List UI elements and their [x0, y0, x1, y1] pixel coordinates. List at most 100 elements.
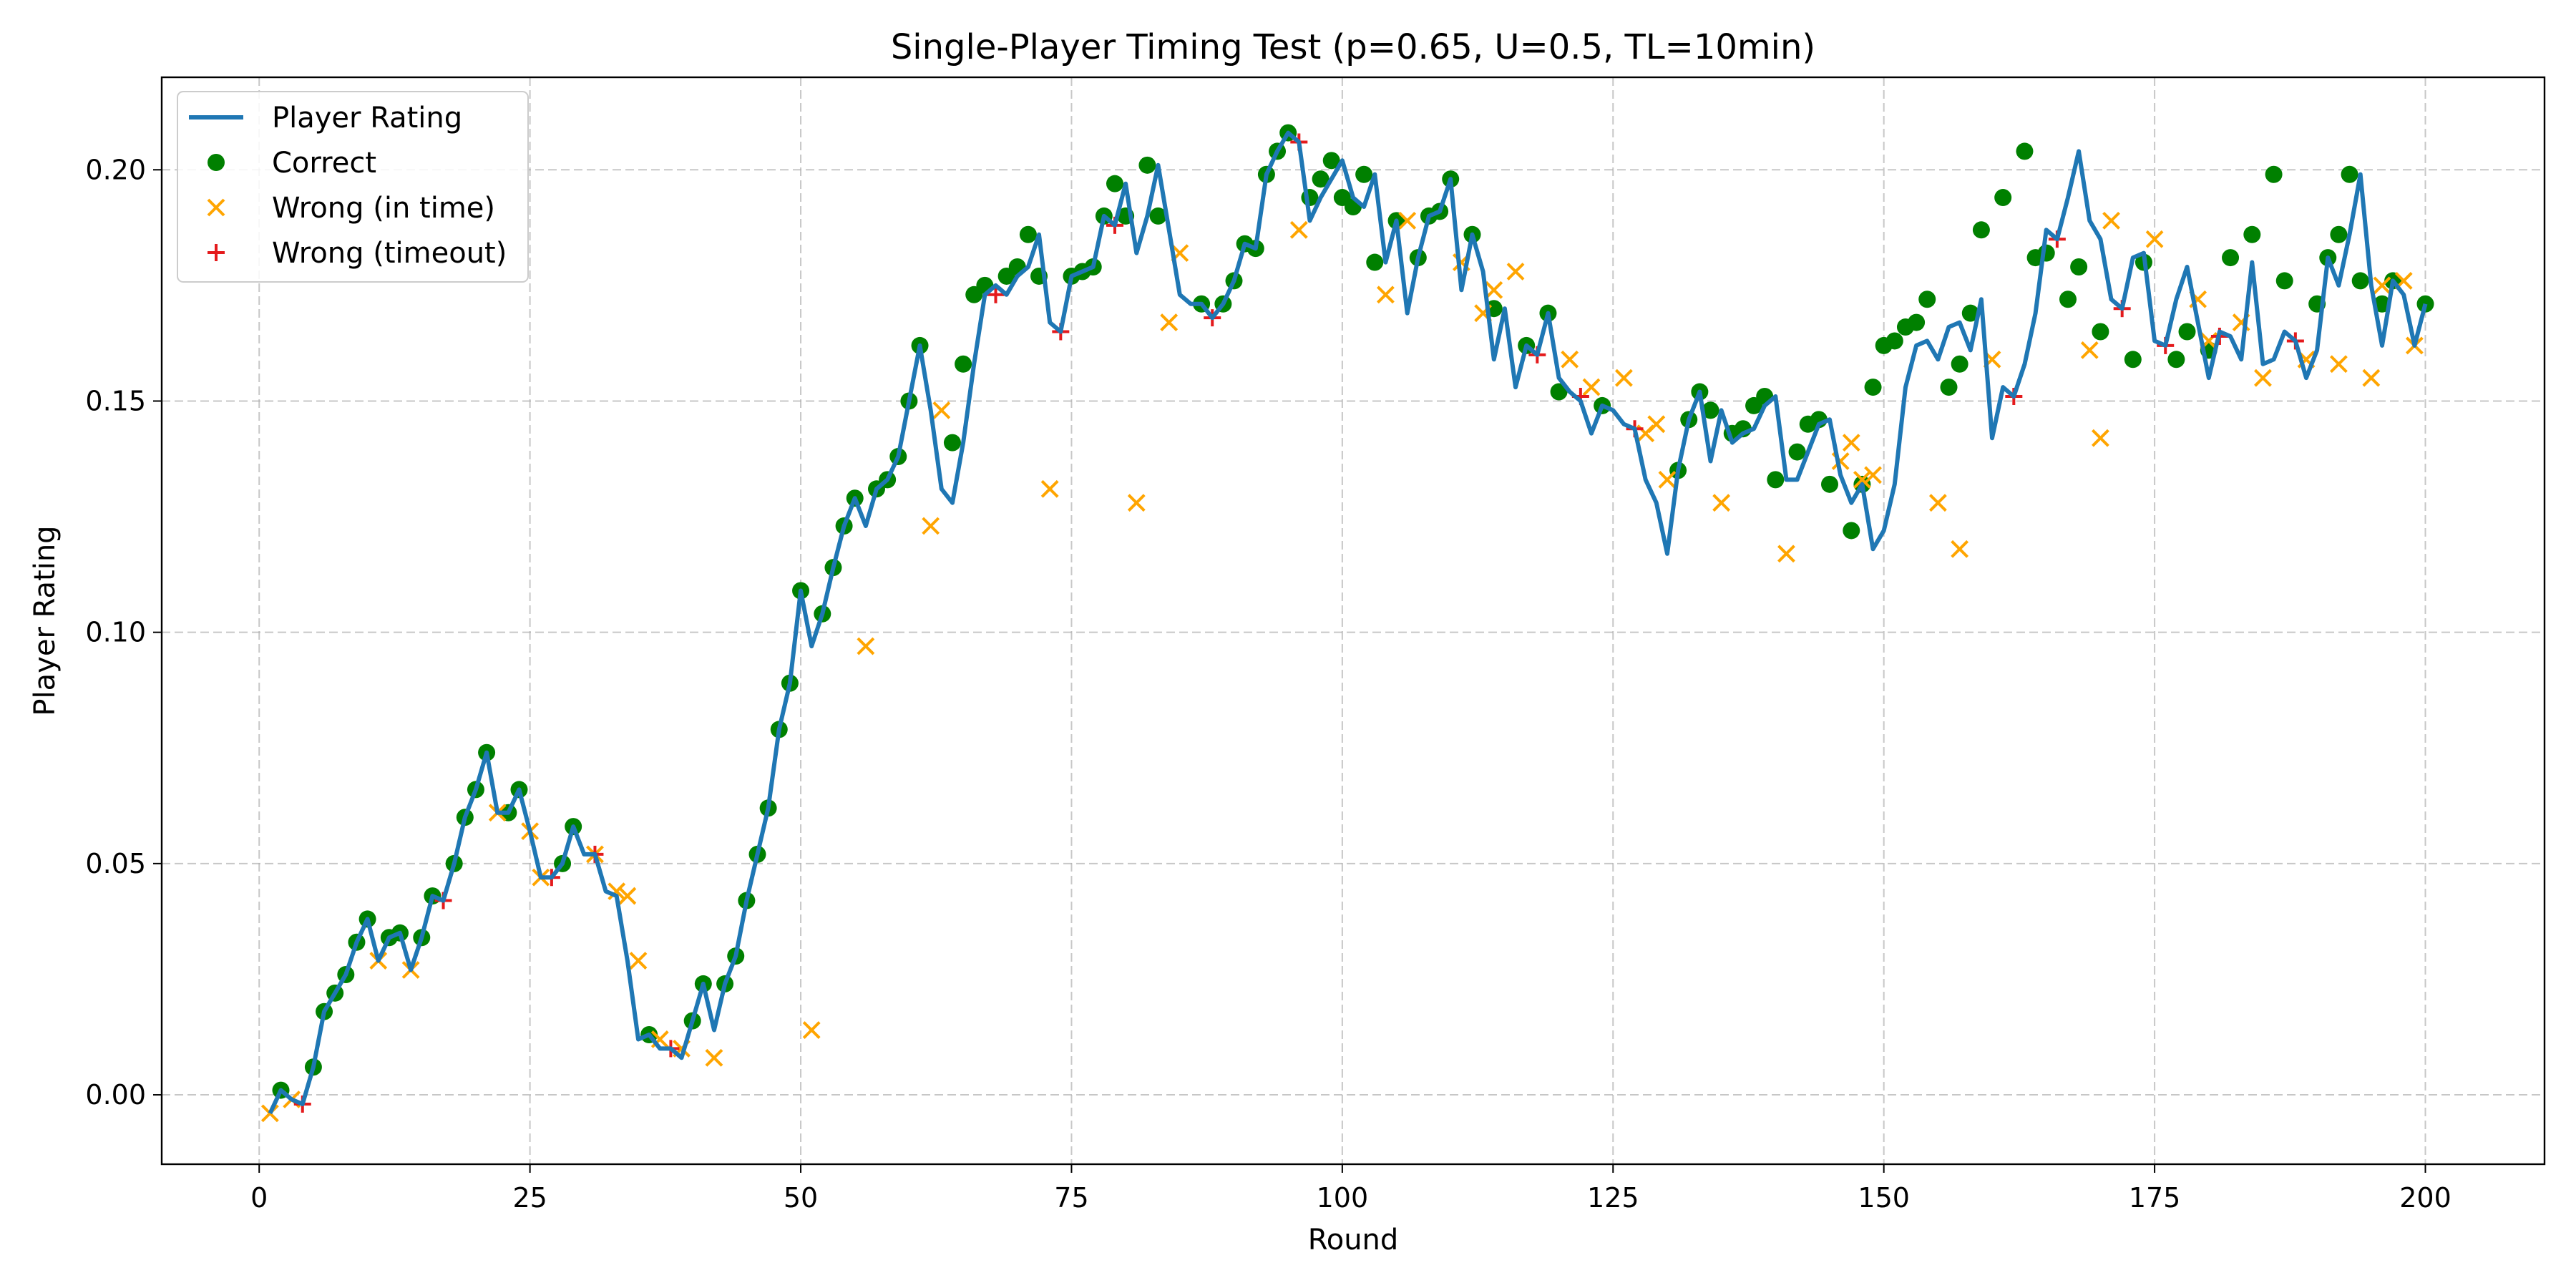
data-point	[1777, 545, 1795, 563]
legend-label: Player Rating	[272, 102, 462, 135]
data-point	[1127, 494, 1146, 512]
data-point	[1972, 221, 1990, 239]
legend-label: Correct	[272, 147, 376, 180]
grid	[162, 77, 2545, 1164]
x-tick-label: 200	[2399, 1182, 2451, 1214]
y-tick-label: 0.05	[85, 848, 146, 879]
plot-frame	[160, 76, 2546, 1166]
x-tick-label: 50	[784, 1182, 818, 1214]
legend-marker	[208, 154, 225, 171]
data-point	[802, 1021, 821, 1039]
data-point	[2222, 249, 2240, 267]
data-point	[1322, 152, 1340, 170]
legend-marker	[207, 198, 225, 217]
data-point	[2329, 355, 2348, 374]
data-point	[1658, 470, 1677, 489]
data-point	[2092, 323, 2109, 341]
data-point	[1614, 369, 1633, 387]
data-point	[1908, 313, 1926, 331]
data-point	[1940, 379, 1958, 396]
data-point	[1821, 475, 1838, 493]
data-point	[943, 434, 961, 452]
data-point	[2145, 230, 2164, 248]
data-point	[1842, 434, 1860, 452]
data-point	[608, 882, 626, 901]
legend-label: Wrong (in time)	[272, 192, 495, 225]
data-point	[260, 1104, 279, 1123]
data-point	[1312, 170, 1330, 188]
data-point	[2102, 211, 2120, 230]
legend-label: Wrong (timeout)	[272, 237, 507, 270]
data-point	[2341, 165, 2358, 183]
data-point	[2037, 244, 2055, 262]
data-point	[932, 401, 951, 419]
series-correct	[272, 124, 2434, 1099]
data-point	[1160, 313, 1179, 331]
y-tick-label: 0.00	[85, 1079, 146, 1111]
data-point	[1885, 332, 1903, 350]
data-point	[1951, 540, 1969, 558]
data-point	[2091, 429, 2109, 447]
y-tick-label: 0.20	[85, 154, 146, 185]
data-point	[2070, 258, 2088, 276]
data-point	[1398, 211, 1417, 230]
x-tick-label: 75	[1054, 1182, 1088, 1214]
data-point	[2362, 369, 2381, 387]
y-tick-label: 0.15	[85, 385, 146, 416]
data-point	[705, 1048, 723, 1067]
data-point	[955, 355, 972, 373]
data-point	[1040, 479, 1059, 498]
data-point	[2124, 351, 2142, 369]
data-point	[2016, 142, 2034, 160]
legend-marker	[208, 244, 225, 261]
data-point	[2265, 165, 2283, 183]
legend-entry: Correct	[208, 147, 376, 180]
data-point	[1864, 466, 1882, 484]
data-point	[2254, 369, 2272, 387]
data-point	[1843, 522, 1860, 540]
data-point	[1485, 280, 1503, 299]
data-point	[1550, 383, 1568, 401]
rating-line	[268, 130, 2428, 1115]
data-point	[1928, 494, 1947, 512]
data-point	[1506, 263, 1525, 280]
data-point	[1767, 471, 1785, 489]
y-axis: 0.00 0.05 0.10 0.15 0.20	[85, 154, 162, 1111]
chart-title: Single-Player Timing Test (p=0.65, U=0.5…	[891, 27, 1815, 67]
legend: Player Rating Correct Wrong (in time) Wrong…	[177, 91, 529, 283]
data-point	[1951, 355, 1968, 373]
x-axis: 0 25 50 75 100 125 150 175 200	[250, 1164, 2451, 1214]
x-tick-label: 125	[1587, 1182, 1639, 1214]
data-point	[618, 887, 637, 905]
data-point	[1366, 253, 1384, 271]
x-tick-label: 150	[1858, 1182, 1910, 1214]
y-tick-label: 0.10	[85, 617, 146, 648]
data-point	[1647, 415, 1666, 434]
data-point	[1289, 220, 1308, 239]
y-axis-label: Player Rating	[29, 525, 62, 716]
x-tick-label: 25	[512, 1182, 547, 1214]
data-point	[1582, 378, 1601, 396]
data-point	[987, 286, 1005, 303]
data-point	[2167, 351, 2185, 369]
data-point	[1149, 207, 1167, 225]
data-point	[2080, 341, 2099, 359]
data-point	[2351, 272, 2369, 290]
data-point	[1355, 165, 1373, 183]
data-point	[2373, 276, 2391, 295]
data-point	[1853, 470, 1871, 489]
data-point	[1561, 350, 1579, 369]
data-point	[1788, 443, 1806, 461]
data-point	[2243, 225, 2261, 243]
legend-entry: Player Rating	[189, 102, 462, 135]
data-point	[1702, 401, 1719, 419]
legend-entry: Wrong (timeout)	[208, 237, 507, 270]
series-layer	[260, 124, 2434, 1123]
data-point	[922, 517, 940, 535]
data-point	[1864, 379, 1882, 396]
legend-box	[177, 91, 529, 283]
x-tick-label: 0	[250, 1182, 268, 1214]
data-point	[1918, 291, 1936, 308]
data-point	[1994, 189, 2012, 207]
